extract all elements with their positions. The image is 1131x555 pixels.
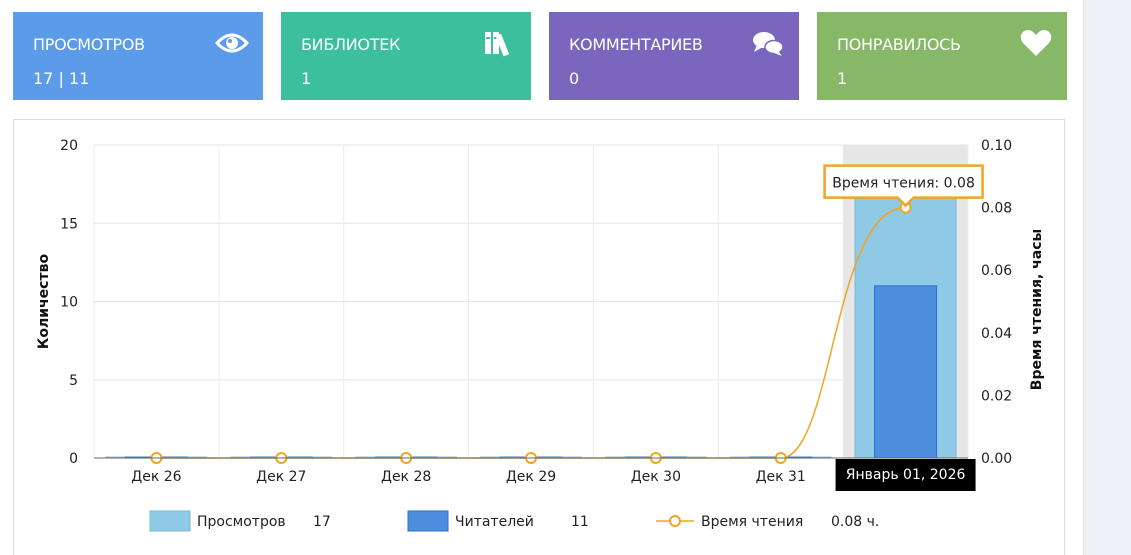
comments-icon	[753, 32, 784, 56]
y2-tick-label: 0.02	[981, 388, 1012, 404]
chart-tooltip: Время чтения: 0.08	[823, 164, 984, 208]
chart-line	[150, 201, 912, 464]
legend-label: Читателей	[455, 514, 534, 530]
x-tick-label: Дек 27	[256, 469, 306, 485]
chart-bars	[105, 191, 957, 459]
tooltip-box	[823, 164, 984, 208]
stat-card-value: 17 | 11	[33, 69, 90, 88]
stat-card-value: 0	[569, 69, 580, 88]
legend-marker	[669, 515, 681, 527]
stat-card-likes[interactable]: ПОНРАВИЛОСЬ 1	[817, 12, 1067, 100]
legend-total: 11	[571, 514, 589, 530]
y-tick-label: 20	[60, 138, 78, 154]
y-axis-title: Количество	[36, 254, 52, 350]
x-tick-label: Январь 01, 2026	[846, 467, 966, 483]
y-tick-label: 0	[69, 451, 78, 467]
legend-total: 17	[313, 514, 331, 530]
stat-card-value: 1	[837, 69, 848, 88]
y-tick-label: 15	[60, 216, 78, 232]
y-tick-label: 10	[60, 295, 78, 311]
stat-card-value: 1	[301, 69, 312, 88]
right-sidebar-strip	[1083, 0, 1131, 555]
stat-card-libraries[interactable]: БИБЛИОТЕК 1	[281, 12, 531, 100]
x-tick-label-highlight	[835, 459, 976, 491]
stat-card-title: ПРОСМОТРОВ	[33, 35, 145, 54]
legend-label: Просмотров	[197, 514, 286, 530]
bar-readers	[874, 285, 938, 459]
stat-card-title: БИБЛИОТЕК	[301, 35, 401, 54]
legend-total: 0.08 ч.	[831, 514, 879, 530]
tooltip-text: Время чтения: 0.08	[832, 176, 975, 192]
stat-card-title: КОММЕНТАРИЕВ	[569, 35, 703, 54]
legend-swatch	[407, 510, 449, 532]
x-tick-label: Дек 28	[381, 469, 431, 485]
stat-card-views[interactable]: ПРОСМОТРОВ 17 | 11	[13, 12, 263, 100]
y2-tick-label: 0.04	[981, 326, 1012, 342]
y2-tick-label: 0.06	[981, 263, 1012, 279]
eye-icon	[215, 33, 249, 53]
x-tick-label: Дек 26	[131, 469, 181, 485]
x-tick-label: Дек 29	[506, 469, 556, 485]
books-icon	[485, 32, 510, 57]
y-tick-label: 5	[69, 373, 78, 389]
chart-axes: 0 5 10 15 20 0.00 0.02 0.04 0.06 0.08 0.10 Дек 26 Де…	[36, 138, 1045, 491]
y2-tick-label: 0.10	[981, 138, 1012, 154]
y2-axis-title: Время чтения, часы	[1029, 229, 1045, 390]
legend-label: Время чтения	[701, 514, 803, 530]
stat-card-comments[interactable]: КОММЕНТАРИЕВ 0	[549, 12, 799, 100]
series-line-reading-time	[156, 206, 906, 459]
stat-card-title: ПОНРАВИЛОСЬ	[837, 35, 961, 54]
x-tick-label: Дек 30	[631, 469, 681, 485]
y2-tick-label: 0.08	[981, 201, 1012, 217]
heart-icon	[1020, 30, 1052, 56]
legend-swatch	[149, 510, 191, 532]
y2-tick-label: 0.00	[981, 451, 1012, 467]
x-tick-label: Дек 31	[756, 469, 806, 485]
chart-legend: Просмотров 17 Читателей 11 Время чтения 0.08 …	[149, 510, 879, 532]
